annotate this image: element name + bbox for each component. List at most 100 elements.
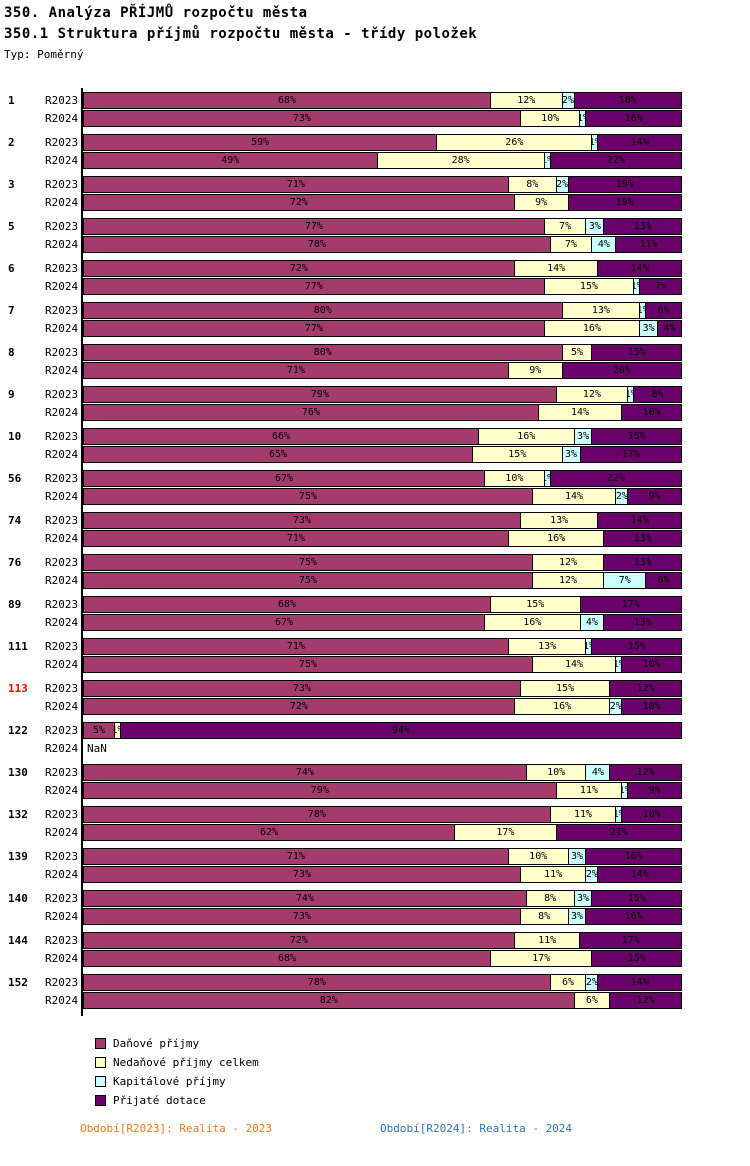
segment-value-label: 16% bbox=[582, 323, 601, 334]
row-label: R2024 bbox=[45, 280, 79, 293]
segment-grants: 17% bbox=[579, 447, 681, 462]
stacked-bar: 82% 6% 12% bbox=[83, 992, 682, 1009]
segment-grants: 14% bbox=[597, 975, 681, 990]
segment-value-label: 77% bbox=[304, 281, 323, 292]
group-id: 10 bbox=[8, 430, 22, 443]
segment-value-label: 12% bbox=[517, 95, 536, 106]
segment-value-label: 1% bbox=[634, 281, 639, 292]
segment-value-label: 75% bbox=[298, 575, 317, 586]
segment-capital-income: 2% bbox=[555, 177, 568, 192]
segment-value-label: 2% bbox=[615, 491, 628, 502]
segment-value-label: 6% bbox=[562, 977, 575, 988]
segment-value-label: 75% bbox=[298, 659, 317, 670]
segment-grants: 12% bbox=[609, 681, 681, 696]
legend: Daňové příjmy Nedaňové příjmy celkem Kapit… bbox=[95, 1037, 259, 1114]
chart-group: 1 R2023 68% 12% 2% 18% R2024 73% 10% 1% 16% bbox=[0, 92, 750, 128]
segment-value-label: 11% bbox=[538, 935, 557, 946]
segment-value-label: 3% bbox=[570, 851, 584, 862]
segment-grants: 14% bbox=[597, 135, 681, 150]
segment-value-label: 77% bbox=[304, 221, 323, 232]
stacked-bar: 74% 10% 4% 12% bbox=[83, 764, 682, 781]
row-label: R2023 bbox=[45, 220, 79, 233]
segment-value-label: 15% bbox=[627, 431, 646, 442]
segment-nontax-income: 8% bbox=[507, 177, 556, 192]
row-label: R2024 bbox=[45, 154, 79, 167]
segment-grants: 21% bbox=[555, 825, 681, 840]
segment-value-label: 72% bbox=[289, 935, 308, 946]
row-label: R2023 bbox=[45, 304, 79, 317]
segment-value-label: 1% bbox=[586, 641, 591, 652]
chart-group: 130 R2023 74% 10% 4% 12% R2024 79% 11% 1% 9% bbox=[0, 764, 750, 800]
segment-value-label: 10% bbox=[547, 767, 566, 778]
row-label: R2024 bbox=[45, 700, 79, 713]
segment-tax-income: 72% bbox=[84, 933, 514, 948]
stacked-bar: 73% 11% 2% 14% bbox=[83, 866, 682, 883]
segment-value-label: 7% bbox=[559, 221, 572, 232]
segment-capital-income: 3% bbox=[567, 849, 586, 864]
segment-nontax-income: 26% bbox=[436, 135, 592, 150]
chart-group: 10 R2023 66% 16% 3% 15% R2024 65% 15% 3% 17% bbox=[0, 428, 750, 464]
stacked-bar: 78% 6% 2% 14% bbox=[83, 974, 682, 991]
segment-value-label: 19% bbox=[615, 197, 634, 208]
stacked-bar: 66% 16% 3% 15% bbox=[83, 428, 682, 445]
chart-group: 139 R2023 71% 10% 3% 16% R2024 73% 11% 2% 14% bbox=[0, 848, 750, 884]
segment-value-label: 3% bbox=[576, 431, 589, 442]
chart-group: 113 R2023 73% 15% 12% R2024 72% 16% 2% 10% bbox=[0, 680, 750, 716]
segment-value-label: 13% bbox=[633, 617, 652, 628]
stacked-bar: 68% 12% 2% 18% bbox=[83, 92, 682, 109]
segment-grants: 13% bbox=[603, 219, 681, 234]
stacked-bar: 76% 14% 10% bbox=[83, 404, 682, 421]
segment-value-label: 1% bbox=[545, 473, 550, 484]
segment-capital-income: 3% bbox=[573, 429, 592, 444]
segment-value-label: 15% bbox=[627, 347, 646, 358]
stacked-bar-chart: 1R202368%12%2%18%R202473%10%1%16%2R20235… bbox=[0, 88, 750, 1022]
segment-value-label: 9% bbox=[535, 197, 548, 208]
segment-tax-income: 71% bbox=[84, 849, 508, 864]
segment-nontax-income: 7% bbox=[549, 237, 592, 252]
group-id: 139 bbox=[8, 850, 28, 863]
segment-grants: 12% bbox=[609, 993, 681, 1008]
row-label: R2024 bbox=[45, 574, 79, 587]
segment-value-label: 65% bbox=[268, 449, 288, 460]
segment-grants: 15% bbox=[591, 891, 681, 906]
chart-group: 56 R2023 67% 10% 1% 22% R2024 75% 14% 2% 9% bbox=[0, 470, 750, 506]
chart-group: 8 R2023 80% 5% 15% R2024 71% 9% 20% bbox=[0, 344, 750, 380]
segment-value-label: 11% bbox=[573, 809, 593, 820]
segment-capital-income: 1% bbox=[615, 807, 622, 822]
stacked-bar: 75% 12% 7% 6% bbox=[83, 572, 682, 589]
segment-tax-income: 79% bbox=[84, 783, 556, 798]
segment-value-label: 10% bbox=[541, 113, 560, 124]
segment-value-label: 62% bbox=[260, 827, 279, 838]
segment-grants: 16% bbox=[585, 909, 681, 924]
segment-tax-income: 75% bbox=[84, 573, 532, 588]
segment-grants: 13% bbox=[603, 555, 681, 570]
group-id: 111 bbox=[8, 640, 28, 653]
row-label: R2024 bbox=[45, 364, 79, 377]
segment-tax-income: 77% bbox=[84, 321, 544, 336]
segment-tax-income: 78% bbox=[84, 237, 550, 252]
segment-tax-income: 80% bbox=[84, 345, 562, 360]
segment-capital-income: 1% bbox=[585, 639, 592, 654]
segment-capital-income: 1% bbox=[579, 111, 586, 126]
chart-group: 74 R2023 73% 13% 14% R2024 71% 16% 13% bbox=[0, 512, 750, 548]
segment-value-label: 59% bbox=[251, 137, 270, 148]
row-label: R2023 bbox=[45, 94, 79, 107]
chart-group: 6 R2023 72% 14% 14% R2024 77% 15% 1% 7% bbox=[0, 260, 750, 296]
segment-value-label: 15% bbox=[579, 281, 598, 292]
segment-grants: 16% bbox=[585, 849, 681, 864]
segment-value-label: 1% bbox=[592, 137, 597, 148]
page-title: 350. Analýza PŘÍJMŮ rozpočtu města bbox=[4, 5, 308, 21]
stacked-bar: 72% 11% 17% bbox=[83, 932, 682, 949]
segment-grants: 6% bbox=[645, 573, 681, 588]
segment-value-label: 26% bbox=[505, 137, 524, 148]
segment-tax-income: 79% bbox=[84, 387, 556, 402]
segment-grants: 7% bbox=[639, 279, 681, 294]
segment-value-label: 12% bbox=[559, 575, 578, 586]
segment-value-label: 10% bbox=[529, 851, 548, 862]
segment-value-label: 78% bbox=[307, 977, 326, 988]
stacked-bar: 72% 9% 19% bbox=[83, 194, 682, 211]
legend-item: Přijaté dotace bbox=[95, 1094, 259, 1107]
stacked-bar: 80% 5% 15% bbox=[83, 344, 682, 361]
segment-tax-income: 72% bbox=[84, 699, 514, 714]
segment-capital-income: 2% bbox=[585, 867, 598, 882]
